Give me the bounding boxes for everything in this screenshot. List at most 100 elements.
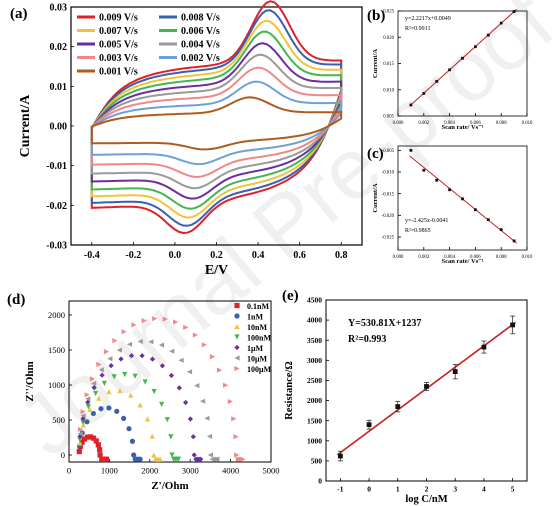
- data-point: [141, 318, 147, 324]
- data-point: [103, 349, 110, 355]
- data-point: [168, 372, 174, 379]
- data-point: [409, 148, 413, 152]
- x-tick-label: 0.006: [470, 121, 481, 126]
- data-point: [207, 452, 213, 458]
- y-tick-label: 4000: [307, 316, 322, 325]
- panel-label-e: (e): [282, 288, 299, 304]
- data-point: [486, 218, 490, 222]
- legend-label: 0.009 V/s: [99, 13, 138, 24]
- data-point: [97, 452, 103, 458]
- data-point: [512, 239, 516, 243]
- data-point: [129, 438, 136, 444]
- data-point: [111, 374, 117, 380]
- x-axis-label: E/V: [205, 263, 228, 278]
- y-tick-label: 0.010: [383, 88, 394, 93]
- data-point: [84, 434, 91, 440]
- x-tick-label: 4: [482, 485, 486, 494]
- data-point: [101, 380, 107, 386]
- x-tick-label: 2: [425, 485, 429, 494]
- data-point: [234, 334, 240, 340]
- legend-label: 0.005 V/s: [99, 40, 138, 51]
- y-axis-label: Resistance/Ω: [284, 361, 295, 420]
- y-tick-label: 0.015: [383, 62, 394, 67]
- data-point: [89, 376, 96, 382]
- data-point: [422, 92, 426, 95]
- data-point: [424, 384, 429, 389]
- data-point: [176, 385, 182, 391]
- x-tick-label: 0.002: [418, 255, 429, 260]
- legend-label: 10μM: [247, 355, 268, 364]
- data-point: [209, 354, 216, 360]
- data-point: [499, 21, 503, 25]
- data-point: [80, 422, 86, 428]
- data-point: [234, 452, 240, 458]
- data-point: [126, 341, 133, 347]
- data-point: [366, 422, 372, 428]
- data-point: [114, 408, 120, 414]
- data-point: [144, 416, 151, 422]
- y-tick-label: 2000: [307, 396, 322, 405]
- y-tick-label: 0.00: [50, 122, 68, 133]
- legend-label: 0.1nM: [247, 302, 269, 311]
- y-tick-label: 1000: [307, 436, 322, 445]
- x-tick-label: 0.004: [444, 121, 455, 126]
- chart-b: 0.000 0.002 0.004 0.006 0.008 0.010 0.025 0.020…: [372, 8, 533, 131]
- chart-a: -0.4 -0.2 0.0 0.2 0.4 0.6 0.8 0.03 0.02 0.01 0.00 -…: [18, 0, 363, 278]
- data-point: [186, 369, 193, 375]
- data-point: [191, 452, 197, 458]
- data-point: [173, 319, 179, 325]
- x-tick-label: 0.004: [444, 255, 455, 260]
- x-tick-label: 0.008: [496, 255, 507, 260]
- x-tick-label: 0.010: [522, 255, 533, 260]
- data-point: [90, 435, 97, 441]
- data-point: [93, 390, 99, 397]
- data-point: [93, 438, 99, 444]
- data-point: [227, 398, 233, 405]
- data-point: [194, 383, 200, 389]
- data-point: [175, 456, 182, 462]
- legend-label: 0.002 V/s: [181, 53, 220, 64]
- data-point: [461, 56, 464, 60]
- data-point: [121, 415, 127, 422]
- data-point: [80, 419, 86, 426]
- y-tick-label: -0.005: [382, 149, 395, 154]
- y-tick-label: 3000: [307, 356, 322, 365]
- data-point: [97, 447, 103, 453]
- y-tick-label: -0.010: [382, 171, 395, 176]
- data-point: [217, 367, 223, 373]
- legend-label: 0.003 V/s: [99, 53, 138, 64]
- data-point: [234, 344, 240, 351]
- data-point: [132, 373, 138, 379]
- x-tick-label: 1000: [101, 466, 118, 476]
- x-tick-label: 0.010: [522, 121, 533, 126]
- x-axis-label: Scan rate/ Vs⁻¹: [441, 124, 483, 131]
- x-tick-label: 3: [453, 485, 457, 494]
- data-point: [178, 357, 184, 363]
- x-tick-label: 5000: [263, 466, 280, 476]
- data-point: [85, 404, 91, 410]
- data-point: [435, 79, 439, 83]
- data-point: [192, 332, 198, 338]
- data-point: [79, 439, 85, 445]
- chart-c: 0.000 0.002 0.004 0.006 0.008 0.010 -0.005 -0.0…: [372, 145, 533, 265]
- x-tick-label: 0.000: [393, 121, 404, 126]
- data-point: [152, 316, 158, 322]
- y-tick-label: 1500: [307, 416, 322, 425]
- x-tick-label: 0.8: [335, 250, 348, 261]
- legend-label: 0.004 V/s: [181, 40, 220, 51]
- data-point: [77, 440, 83, 446]
- data-point: [122, 371, 128, 378]
- x-axis-label: Scan rate/ Vs⁻¹: [441, 258, 483, 265]
- data-point: [190, 434, 196, 440]
- x-tick-label: 0.6: [293, 250, 306, 261]
- fit-equation: y=2.2217x+0.0049: [405, 16, 451, 22]
- data-point: [137, 456, 143, 462]
- data-point: [499, 228, 503, 232]
- legend-label: 1μM: [247, 344, 264, 353]
- x-tick-label: 0: [367, 485, 371, 494]
- chart-e: -1 0 1 2 3 4 5 0 500 1000 1500 2000 2500 3000 3500 4000…: [284, 296, 528, 505]
- y-tick-label: 0.025: [383, 10, 394, 15]
- x-tick-label: 0.0: [169, 250, 182, 261]
- data-point: [409, 103, 413, 107]
- data-point: [148, 339, 154, 345]
